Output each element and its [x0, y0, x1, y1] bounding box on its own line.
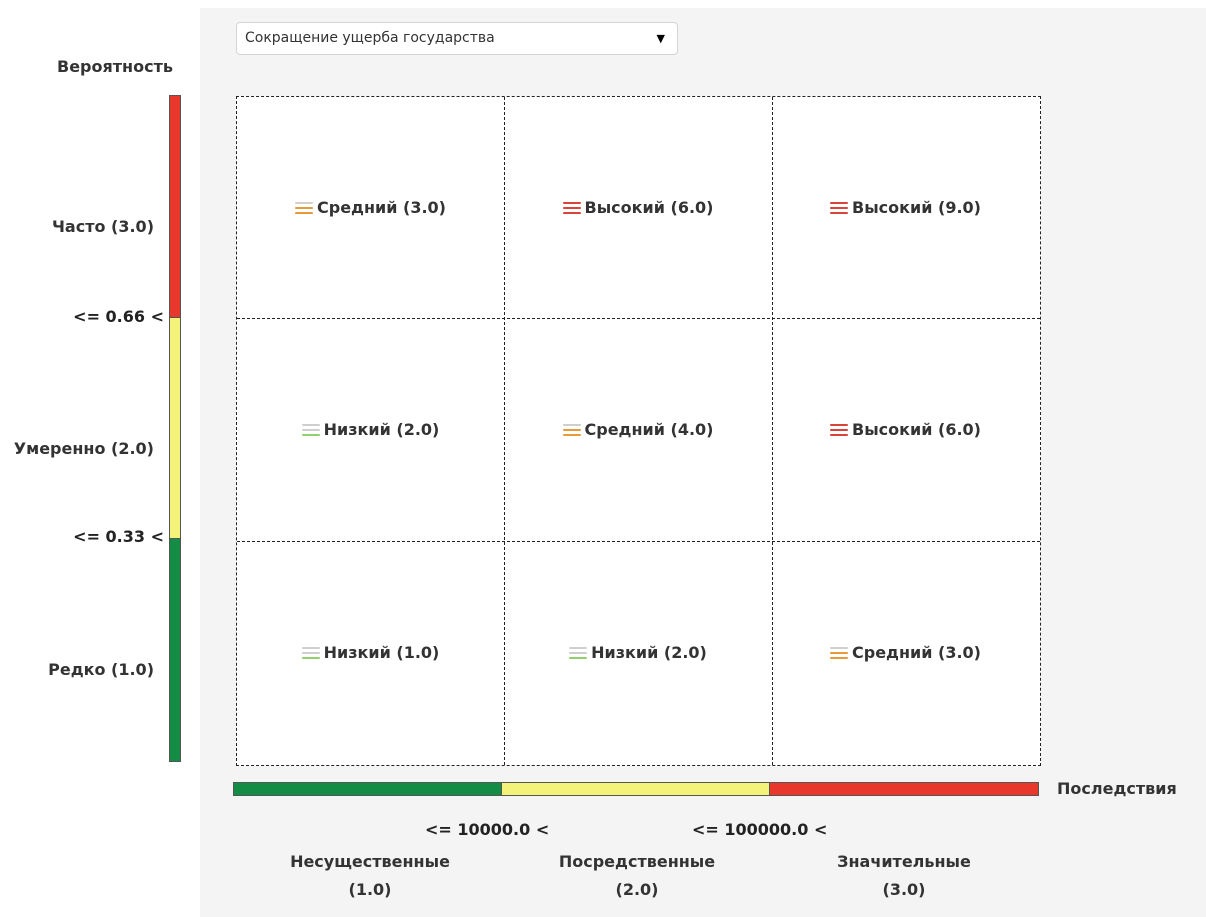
medium-risk-icon	[562, 422, 581, 438]
risk-cell[interactable]: Средний (3.0)	[772, 541, 1039, 764]
grid-divider	[504, 97, 505, 765]
risk-cell-label: Высокий (6.0)	[852, 420, 981, 439]
risk-cell[interactable]: Высокий (6.0)	[504, 97, 772, 318]
risk-cell[interactable]: Низкий (2.0)	[237, 318, 504, 541]
consequence-label-value: (1.0)	[348, 880, 392, 899]
consequence-bar-high	[769, 782, 1039, 796]
risk-cell[interactable]: Средний (4.0)	[504, 318, 772, 541]
probability-threshold-lower: <= 0.33 <	[73, 527, 164, 546]
risk-cell-label: Средний (4.0)	[584, 420, 714, 439]
risk-cell-label: Низкий (2.0)	[323, 420, 440, 439]
probability-bar-medium	[169, 317, 181, 539]
consequence-label-value: (3.0)	[882, 880, 926, 899]
medium-risk-icon	[295, 200, 313, 216]
probability-label-high: Часто (3.0)	[51, 217, 154, 236]
risk-cell[interactable]: Высокий (6.0)	[772, 318, 1039, 541]
probability-bar-low	[169, 538, 181, 762]
risk-cell[interactable]: Высокий (9.0)	[772, 97, 1039, 318]
consequence-label-high: Значительные (3.0)	[784, 848, 1024, 904]
consequence-label-value: (2.0)	[615, 880, 659, 899]
low-risk-icon	[301, 645, 320, 661]
caret-down-icon: ▼	[656, 32, 665, 45]
consequence-label-name: Несущественные	[290, 852, 450, 871]
probability-bar-high	[169, 95, 181, 318]
grid-divider	[772, 97, 773, 765]
risk-matrix: Средний (3.0) Высокий (6.0) Высокий (9.0) Н…	[236, 96, 1041, 766]
scenario-select-value: Сокращение ущерба государства	[245, 30, 495, 46]
consequence-axis-title: Последствия	[1057, 779, 1177, 798]
risk-cell-label: Средний (3.0)	[852, 643, 981, 662]
high-risk-icon	[830, 422, 849, 438]
medium-risk-icon	[830, 645, 848, 661]
consequence-label-medium: Посредственные (2.0)	[517, 848, 757, 904]
risk-cell-label: Низкий (1.0)	[323, 643, 440, 662]
scenario-select[interactable]: Сокращение ущерба государства ▼	[236, 22, 678, 55]
low-risk-icon	[569, 645, 588, 661]
consequence-threshold-lower: <= 10000.0 <	[425, 820, 550, 839]
high-risk-icon	[830, 200, 849, 216]
risk-cell[interactable]: Средний (3.0)	[237, 97, 504, 318]
risk-cell[interactable]: Низкий (2.0)	[504, 541, 772, 764]
consequence-label-name: Посредственные	[558, 852, 716, 871]
low-risk-icon	[301, 422, 320, 438]
high-risk-icon	[562, 200, 581, 216]
risk-cell-label: Средний (3.0)	[317, 198, 446, 217]
probability-axis-title: Вероятность	[57, 57, 173, 76]
risk-cell-label: Высокий (6.0)	[584, 198, 714, 217]
grid-divider	[237, 318, 1040, 319]
consequence-threshold-upper: <= 100000.0 <	[692, 820, 828, 839]
consequence-label-name: Значительные	[837, 852, 971, 871]
probability-label-medium: Умеренно (2.0)	[13, 439, 154, 458]
consequence-bar-medium	[501, 782, 770, 796]
grid-divider	[237, 541, 1040, 542]
risk-cell-label: Высокий (9.0)	[852, 198, 981, 217]
consequence-bar-low	[233, 782, 502, 796]
probability-label-low: Редко (1.0)	[48, 660, 154, 679]
risk-cell-label: Низкий (2.0)	[591, 643, 707, 662]
consequence-label-low: Несущественные (1.0)	[250, 848, 490, 904]
probability-threshold-upper: <= 0.66 <	[73, 307, 164, 326]
risk-cell[interactable]: Низкий (1.0)	[237, 541, 504, 764]
